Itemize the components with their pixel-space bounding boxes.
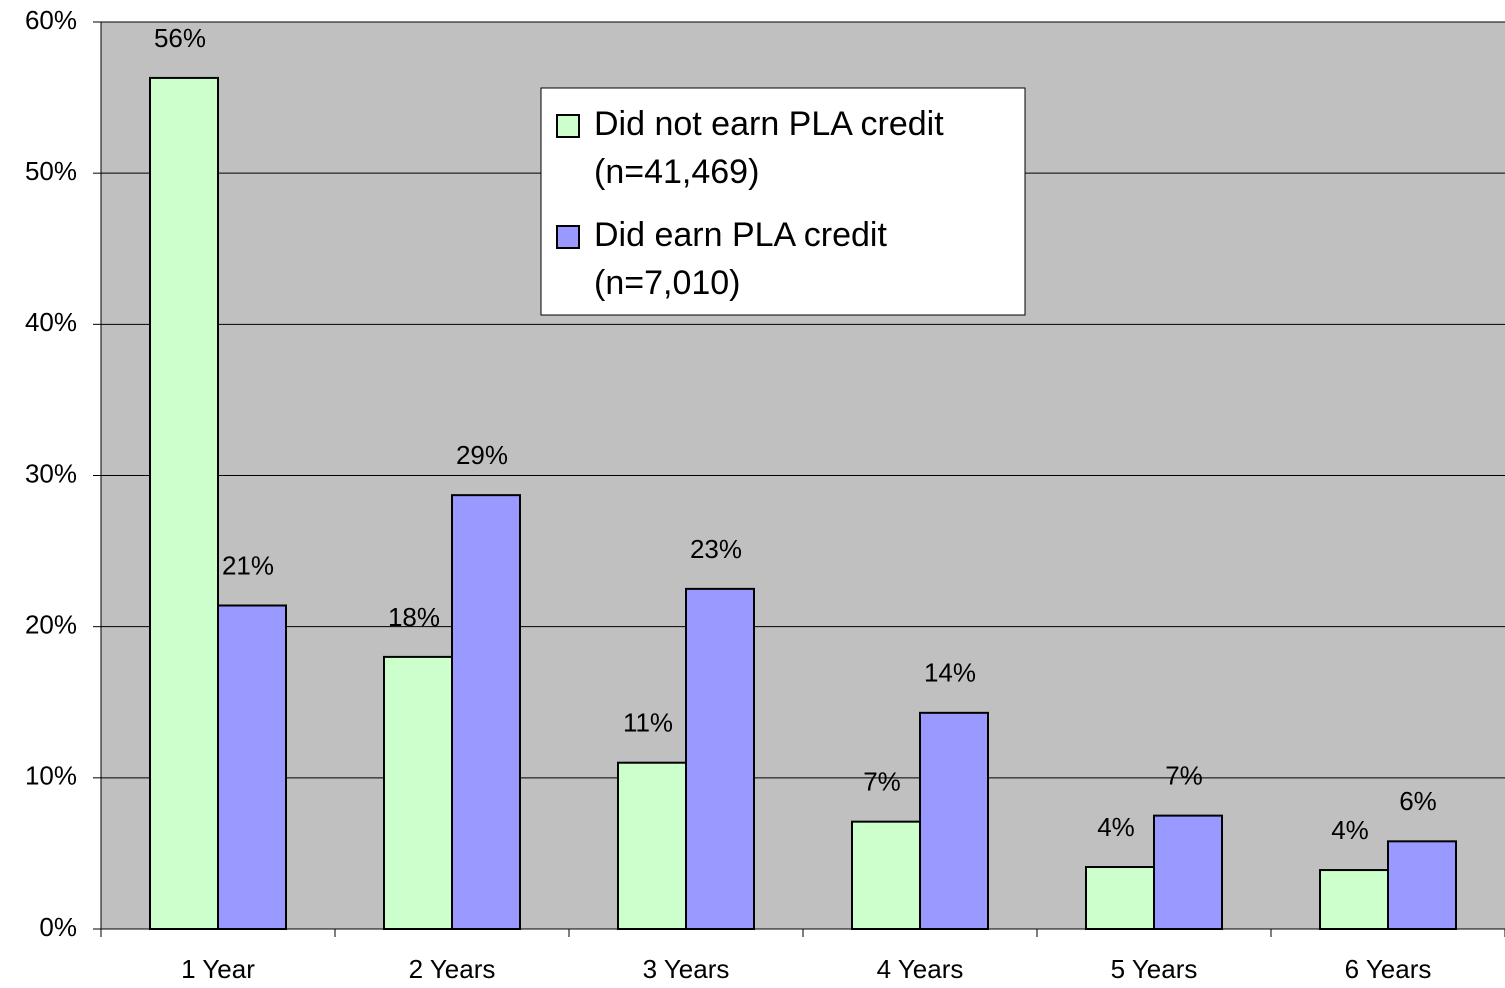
legend-box — [540, 87, 1026, 316]
value-label: 14% — [924, 658, 976, 688]
x-tick-label: 6 Years — [1345, 954, 1432, 984]
value-label: 29% — [456, 440, 508, 470]
legend-swatch — [556, 114, 580, 138]
x-tick-label: 3 Years — [643, 954, 730, 984]
bar — [1085, 866, 1155, 930]
x-tick-label: 1 Year — [181, 954, 255, 984]
legend-line: (n=41,469) — [594, 153, 759, 191]
value-label: 56% — [154, 23, 206, 53]
bar — [451, 494, 521, 930]
value-label: 21% — [222, 550, 274, 580]
x-tick-label: 2 Years — [409, 954, 496, 984]
y-tick-label: 40% — [25, 307, 77, 337]
bar — [685, 587, 755, 930]
y-tick-label: 60% — [25, 5, 77, 35]
bar — [919, 711, 989, 930]
legend-label: Did not earn PLA credit (n=41,469) — [594, 105, 944, 191]
bar — [1153, 814, 1223, 930]
y-tick-label: 50% — [25, 156, 77, 186]
legend-label: Did earn PLA credit (n=7,010) — [594, 216, 887, 302]
value-label: 23% — [690, 534, 742, 564]
value-label: 4% — [1097, 812, 1135, 842]
legend-line: Did not earn PLA credit — [594, 105, 944, 143]
bar — [617, 761, 687, 931]
legend-swatch — [556, 225, 580, 249]
y-tick-label: 30% — [25, 458, 77, 488]
legend-line: (n=7,010) — [594, 264, 741, 302]
bar — [149, 76, 219, 931]
bar — [383, 655, 453, 931]
value-label: 4% — [1331, 815, 1369, 845]
x-tick-label: 4 Years — [877, 954, 964, 984]
legend-line: Did earn PLA credit — [594, 216, 887, 254]
x-tick-label: 5 Years — [1111, 954, 1198, 984]
bar — [851, 820, 921, 931]
y-tick-label: 0% — [39, 912, 77, 942]
value-label: 11% — [623, 708, 673, 738]
value-label: 7% — [1165, 761, 1203, 791]
value-label: 18% — [388, 602, 440, 632]
y-tick-label: 10% — [25, 761, 77, 791]
bar — [217, 604, 287, 931]
y-tick-label: 20% — [25, 610, 77, 640]
bar — [1319, 869, 1389, 930]
bar — [1387, 840, 1457, 930]
value-label: 6% — [1399, 786, 1437, 816]
value-label: 7% — [863, 767, 901, 797]
legend: Did not earn PLA credit (n=41,469) Did ear… — [540, 87, 1026, 316]
